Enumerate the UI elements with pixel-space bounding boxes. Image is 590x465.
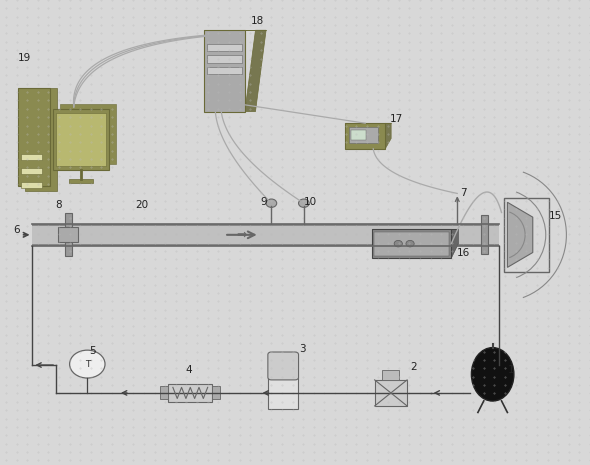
Polygon shape <box>451 229 458 258</box>
Polygon shape <box>25 88 57 191</box>
Text: 16: 16 <box>457 248 470 259</box>
Polygon shape <box>60 104 116 164</box>
Bar <box>168 384 212 402</box>
FancyBboxPatch shape <box>268 352 299 380</box>
Text: 1: 1 <box>507 365 514 375</box>
Bar <box>481 215 488 254</box>
Bar <box>268 377 298 409</box>
Text: 4: 4 <box>186 365 192 375</box>
Bar <box>206 67 242 74</box>
Text: 9: 9 <box>261 197 267 207</box>
Bar <box>32 244 499 246</box>
Bar <box>58 227 78 242</box>
Bar <box>21 182 42 188</box>
Text: T: T <box>84 359 90 369</box>
Polygon shape <box>507 202 533 267</box>
Text: 5: 5 <box>90 346 96 356</box>
Bar <box>32 224 499 226</box>
Bar <box>65 213 72 256</box>
Circle shape <box>70 350 105 378</box>
Bar <box>349 127 378 143</box>
Text: ⇒: ⇒ <box>237 228 247 241</box>
Text: 3: 3 <box>299 344 306 354</box>
Bar <box>345 123 385 149</box>
Bar <box>382 370 399 380</box>
Circle shape <box>266 199 277 207</box>
Text: 2: 2 <box>410 362 417 372</box>
Bar <box>351 130 366 140</box>
Circle shape <box>394 240 402 247</box>
Ellipse shape <box>471 348 514 401</box>
Bar <box>70 179 93 183</box>
Bar <box>53 109 109 170</box>
Circle shape <box>406 240 414 247</box>
Text: 8: 8 <box>55 199 61 210</box>
Text: 18: 18 <box>251 16 264 26</box>
Bar <box>32 224 499 246</box>
Bar <box>56 113 106 166</box>
Bar <box>18 88 50 186</box>
Text: 20: 20 <box>136 199 149 210</box>
Text: 7: 7 <box>460 188 467 198</box>
Bar <box>206 55 242 63</box>
Polygon shape <box>245 30 266 112</box>
Polygon shape <box>385 123 391 149</box>
Bar <box>21 154 42 160</box>
Bar <box>375 380 407 406</box>
Text: 10: 10 <box>304 197 317 207</box>
Text: 6: 6 <box>13 225 19 235</box>
Text: 17: 17 <box>389 113 402 124</box>
Bar <box>21 168 42 174</box>
Bar <box>206 44 242 51</box>
Bar <box>212 386 220 399</box>
Circle shape <box>299 199 309 207</box>
Text: 15: 15 <box>549 211 562 221</box>
Bar <box>374 232 449 256</box>
Bar <box>372 229 451 258</box>
Text: 19: 19 <box>18 53 31 63</box>
Bar <box>504 198 549 272</box>
Polygon shape <box>204 30 245 112</box>
Bar <box>160 386 168 399</box>
